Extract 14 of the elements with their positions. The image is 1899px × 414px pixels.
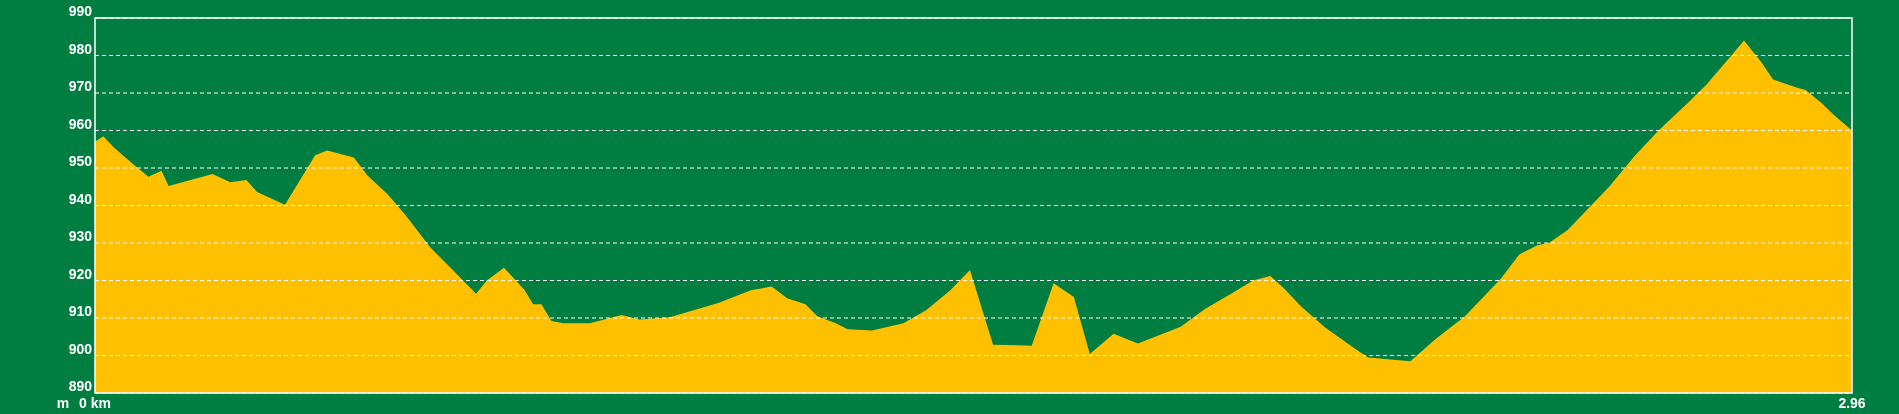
y-tick-label: 930: [68, 228, 93, 244]
y-tick-label: 910: [68, 303, 93, 319]
y-tick-label: 920: [68, 265, 93, 282]
y-tick-label: 980: [68, 40, 93, 57]
y-tick-label: 970: [68, 78, 93, 94]
x-tick-label: 2.96: [1838, 395, 1866, 411]
y-tick-label: 960: [68, 115, 93, 132]
y-axis-title: m: [56, 395, 70, 411]
y-tick-label: 890: [68, 378, 93, 394]
x-tick-label: 0 km: [79, 395, 111, 411]
y-tick-label: 900: [68, 340, 93, 357]
y-tick-label: 990: [68, 3, 93, 19]
y-tick-label: 940: [68, 190, 93, 207]
y-tick-label: 950: [68, 153, 93, 169]
